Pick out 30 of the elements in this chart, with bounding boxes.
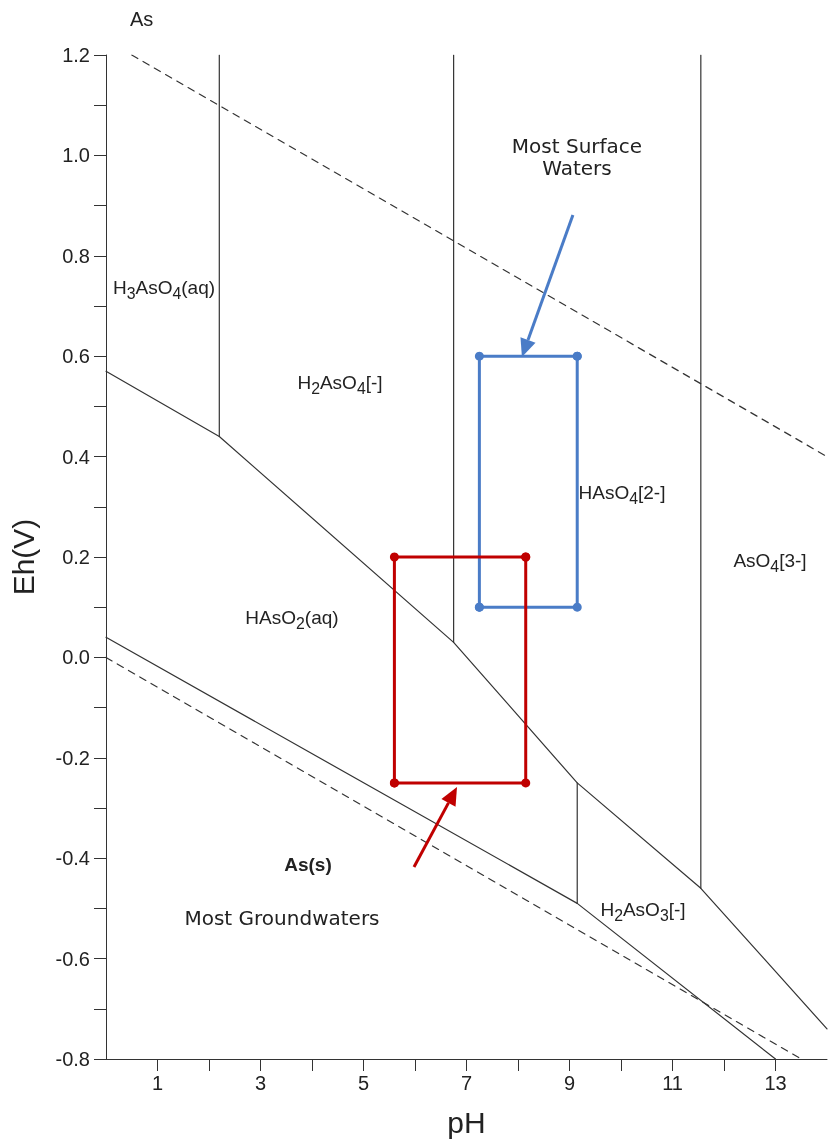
y-tick-label: 0.8 <box>62 244 90 267</box>
annotation: H$_{2}$AsO$_{4}$[-] <box>297 371 383 398</box>
x-tick-label: 9 <box>563 1072 576 1094</box>
y-tick-label: -0.4 <box>55 847 90 870</box>
annotation: AsO$_{4}$[3-] <box>733 549 807 576</box>
y-tick-label: 1.0 <box>62 144 90 167</box>
x-tick-label: 13 <box>764 1072 787 1094</box>
y-tick-label: 0.2 <box>62 546 90 568</box>
annotation: HAsO$_{2}$(aq) <box>245 606 339 633</box>
annotation: HAsO$_{4}$[2-] <box>578 481 666 508</box>
annotation: Most Surface Waters <box>510 134 644 180</box>
annotation: H$_{3}$AsO$_{4}$(aq) <box>112 276 216 303</box>
chart-title: As <box>130 8 154 31</box>
y-tick-label: -0.2 <box>55 746 90 769</box>
annotation: Most Groundwaters <box>184 906 380 930</box>
y-axis-title: Eh(V) <box>6 518 40 596</box>
x-tick-label: 11 <box>662 1072 683 1094</box>
x-tick-label: 5 <box>357 1072 370 1094</box>
y-tick-label: -0.8 <box>55 1048 90 1070</box>
annotation: As(s) <box>284 853 332 876</box>
annotation: H$_{2}$AsO$_{3}$[-] <box>600 898 686 925</box>
y-tick-label: 0.6 <box>62 345 90 368</box>
x-tick-label: 7 <box>460 1072 473 1094</box>
y-tick-label: 1.2 <box>62 44 90 66</box>
y-tick-label: -0.6 <box>55 947 90 970</box>
x-tick-label: 1 <box>151 1072 164 1094</box>
x-tick-label: 3 <box>254 1072 267 1094</box>
y-tick-label: 0.0 <box>62 646 90 669</box>
y-tick-label: 0.4 <box>62 445 90 468</box>
x-axis-title: pH <box>447 1105 486 1139</box>
